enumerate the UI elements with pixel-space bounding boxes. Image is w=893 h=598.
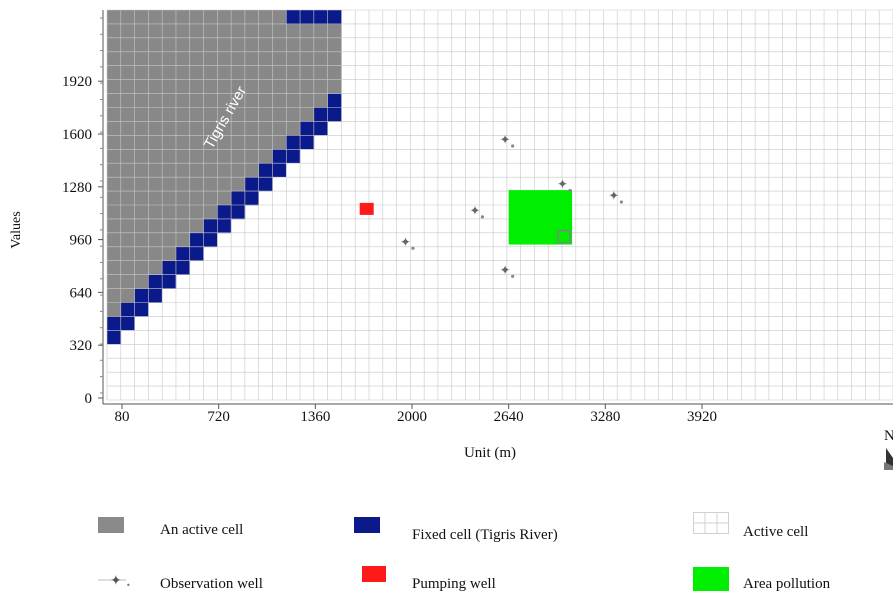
fixed-cell [313,107,328,122]
inactive-cell-region [286,10,301,136]
svg-text:✦: ✦ [110,573,122,589]
fixed-cell [231,191,246,206]
observation-well-dot [619,200,623,204]
y-tick-label: 320 [70,338,93,354]
observation-well: ✦ [400,235,411,250]
fixed-cell [148,288,163,303]
svg-text:•: • [126,581,131,590]
fixed-cell [313,10,328,25]
observation-well-dot [511,144,515,148]
fixed-cell [162,260,177,275]
inactive-cell-region [313,10,328,108]
x-tick-label: 3280 [590,409,620,425]
legend-label-fixed-cell: Fixed cell (Tigris River) [412,527,558,543]
y-tick-label: 960 [70,233,93,249]
fixed-cell [327,10,342,25]
fixed-cell [107,330,122,345]
x-tick-label: 2640 [494,409,524,425]
pollution-area [508,190,573,245]
legend-swatch-pumping-well [362,566,386,582]
fixed-cell [286,149,301,164]
x-tick-label: 2000 [397,409,427,425]
inactive-cell-region [120,10,135,303]
x-axis-title: Unit (m) [464,445,516,461]
fixed-cell [134,302,149,317]
legend-label-pumping-well: Pumping well [412,576,496,592]
x-tick-label: 3920 [687,409,717,425]
inactive-cell-region [231,10,246,192]
fixed-cell [300,135,315,150]
observation-well: ✦ [500,263,511,278]
fixed-cell [148,274,163,289]
fixed-cell [107,316,122,331]
inactive-cell-region [203,10,218,219]
inactive-cell-region [148,10,163,275]
inactive-cell-region [258,10,273,164]
observation-well: ✦ [469,204,480,219]
x-tick-label: 720 [207,409,230,425]
fixed-cell [217,218,232,234]
fixed-cell [258,163,273,178]
observation-well-dot [568,188,572,193]
legend-label-area-pollution: Area pollution [743,576,831,592]
fixed-cell [272,163,287,178]
fixed-cell [272,149,287,164]
fixed-cell [217,205,232,220]
fixed-cell [327,107,342,122]
observation-well-dot [511,274,515,278]
model-grid-map: 0 320 640 960 1280 1600 1920 80 720 1360 2000 2640 3… [9,9,893,470]
observation-well: ✦ [500,133,511,148]
fixed-cell [203,218,218,234]
fixed-cell [120,302,135,317]
inactive-cell-region [175,10,191,247]
legend-swatch-observation-well: ✦ • [98,573,131,590]
legend-swatch-active-grey [98,517,124,533]
observation-well: ✦ [608,189,619,204]
y-tick-label: 0 [85,391,93,407]
legend-swatch-active-cell [693,512,729,534]
fixed-cell [203,232,218,248]
fixed-cell [189,246,204,262]
fixed-cell [175,260,191,275]
y-axis-title: Values [9,211,24,248]
x-tick-label: 80 [115,409,130,425]
y-tick-label: 640 [70,285,93,301]
fixed-cell [175,246,191,262]
fixed-cell [258,177,273,192]
y-tick-label: 1280 [62,180,92,196]
fixed-cell [300,10,315,25]
y-tick-label: 1600 [62,127,92,143]
fixed-cell [189,232,204,248]
fixed-cell [162,274,177,289]
fixed-cell [313,121,328,136]
observation-well-dot [411,246,415,250]
legend-swatch-area-pollution [693,567,729,591]
pumping-well [359,202,374,215]
fixed-cell [327,93,342,108]
fixed-cell [244,191,259,206]
pollution-marker-cell [557,229,571,244]
north-label: N [884,428,893,444]
legend-label-observation-well: Observation well [160,576,263,592]
y-tick-label: 1920 [62,74,92,90]
north-arrow-icon [884,462,893,470]
fixed-cell [286,10,301,25]
fixed-cell [244,177,259,192]
fixed-cell [231,205,246,220]
fixed-cell [134,288,149,303]
legend-label-active-cell: Active cell [743,524,809,540]
fixed-cell [300,121,315,136]
legend-label-active-grey: An active cell [160,522,244,538]
fixed-cell [120,316,135,331]
x-tick-label: 1360 [300,409,330,425]
observation-well: ✦ [557,178,568,193]
observation-well-dot [480,215,485,219]
fixed-cell [286,135,301,150]
legend-swatch-fixed-cell [354,517,380,533]
